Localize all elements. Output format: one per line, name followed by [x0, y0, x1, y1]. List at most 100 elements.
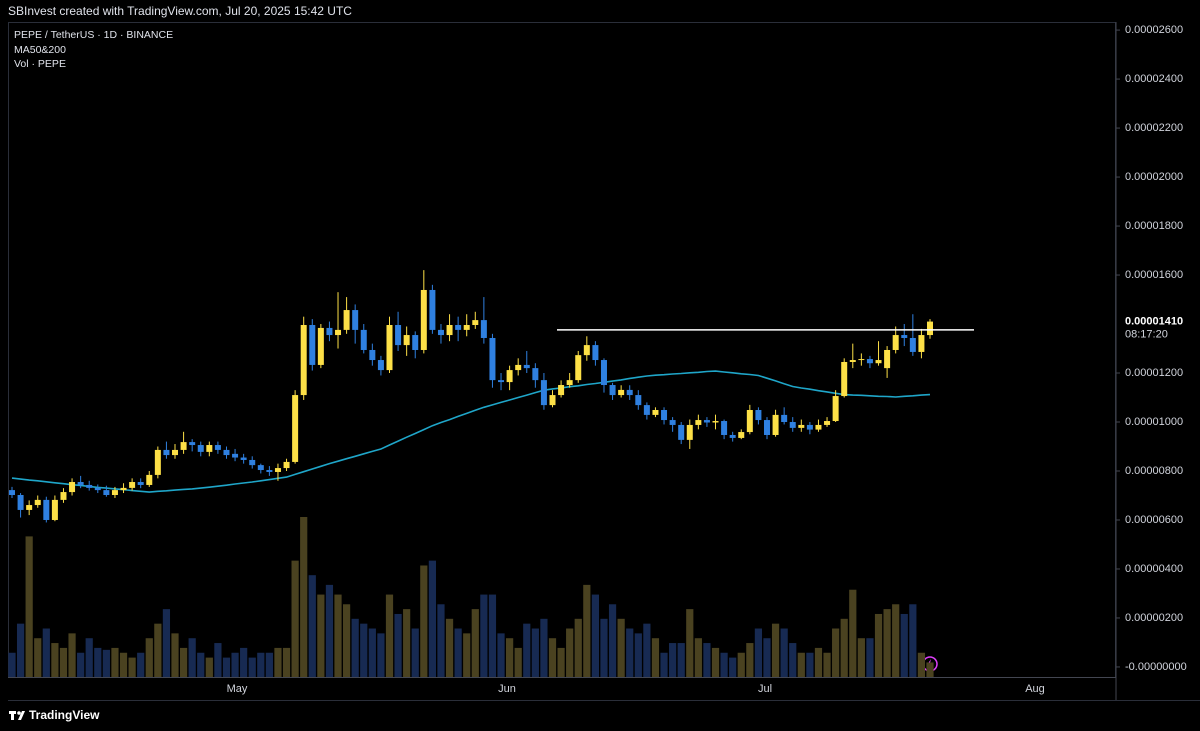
volume-bar — [111, 647, 119, 677]
volume-bar — [42, 628, 50, 677]
volume-bar — [403, 609, 411, 677]
candle-body — [69, 482, 76, 493]
candle-body — [841, 361, 848, 397]
volume-bar — [463, 633, 471, 677]
volume-bar — [154, 623, 162, 677]
candle-body — [712, 421, 719, 423]
volume-bar — [771, 623, 780, 677]
candle-body — [661, 410, 668, 421]
volume-bar — [523, 623, 531, 677]
volume-bar — [385, 594, 394, 677]
volume-bar — [428, 560, 436, 677]
volume-bar — [651, 638, 660, 677]
volume-bar — [445, 618, 454, 677]
volume-bar — [566, 628, 574, 677]
candle-body — [26, 505, 33, 510]
volume-bar — [454, 628, 462, 677]
candle-body — [86, 484, 93, 488]
candle-body — [240, 457, 247, 460]
volume-bar — [231, 652, 239, 677]
volume-bar — [351, 618, 359, 677]
volume-bar — [480, 594, 488, 677]
candle-body — [558, 385, 565, 396]
candle-body — [326, 327, 333, 336]
volume-bar — [317, 594, 325, 677]
y-tick-label: 0.00002200 — [1125, 122, 1183, 134]
volume-bar — [188, 638, 196, 677]
volume-bar — [471, 609, 479, 677]
candle-body — [643, 405, 650, 415]
volume-bar — [849, 589, 857, 677]
volume-bar — [892, 604, 900, 677]
volume-bar — [763, 638, 771, 677]
candle-body — [266, 470, 273, 472]
candle-body — [592, 345, 599, 361]
candle-body — [94, 487, 101, 491]
volume-bar — [574, 618, 582, 677]
volume-bar — [797, 652, 805, 677]
volume-bar — [883, 609, 891, 677]
candle-body — [197, 445, 204, 452]
volume-bar — [34, 638, 42, 677]
candle-body — [532, 368, 539, 381]
candle-body — [120, 487, 127, 491]
candle-body — [43, 499, 50, 520]
candle-body — [884, 349, 891, 369]
candle-body — [515, 364, 522, 371]
candle-body — [549, 395, 556, 406]
volume-bar — [729, 657, 737, 677]
candle-body — [317, 327, 324, 365]
volume-bar — [282, 647, 291, 677]
volume-bar — [806, 652, 814, 677]
volume-bar — [360, 623, 368, 677]
volume-bar — [497, 633, 505, 677]
volume-bar — [179, 647, 188, 677]
candle-body — [77, 482, 84, 485]
candle-body — [635, 395, 642, 406]
candle-body — [34, 499, 41, 506]
volume-bar — [214, 643, 222, 677]
candle-body — [815, 424, 822, 430]
candle-body — [437, 329, 444, 336]
candle-body — [618, 389, 625, 396]
volume-bar — [506, 638, 514, 677]
candle-body — [669, 420, 676, 425]
volume-bar — [102, 649, 110, 677]
candle-body — [798, 424, 805, 428]
volume-bar — [823, 652, 831, 677]
candle-body — [789, 422, 796, 428]
candle-body — [9, 490, 15, 496]
volume-bar — [686, 609, 694, 677]
candle-body — [498, 380, 505, 383]
candle-body — [695, 420, 702, 425]
volume-bar — [119, 652, 128, 677]
candle-body — [609, 385, 616, 396]
candle-body — [721, 421, 728, 435]
candle-body — [232, 453, 239, 458]
candle-body — [352, 310, 359, 330]
candle-body — [892, 335, 899, 350]
candle-body — [781, 414, 788, 423]
candle-body — [343, 310, 350, 330]
volume-bar — [840, 618, 848, 677]
candle-body — [154, 449, 161, 475]
volume-bar — [909, 604, 917, 677]
volume-bar — [377, 633, 385, 677]
volume-bar — [16, 623, 25, 677]
volume-bar — [694, 638, 702, 677]
moving-average — [11, 370, 931, 493]
candle-body — [463, 325, 470, 330]
x-tick-label: Aug — [1025, 683, 1045, 695]
candle-body — [755, 410, 762, 421]
candle-body — [703, 420, 710, 423]
candle-body — [927, 321, 933, 336]
candle-body — [360, 329, 367, 350]
volume-bar — [857, 638, 865, 677]
volume-bar — [789, 643, 797, 677]
volume-bar — [248, 657, 256, 677]
volume-bar — [711, 647, 720, 677]
candle-body — [395, 325, 402, 346]
volume-bar — [394, 613, 402, 677]
candle-body — [575, 355, 582, 381]
volume-bar — [514, 647, 522, 677]
